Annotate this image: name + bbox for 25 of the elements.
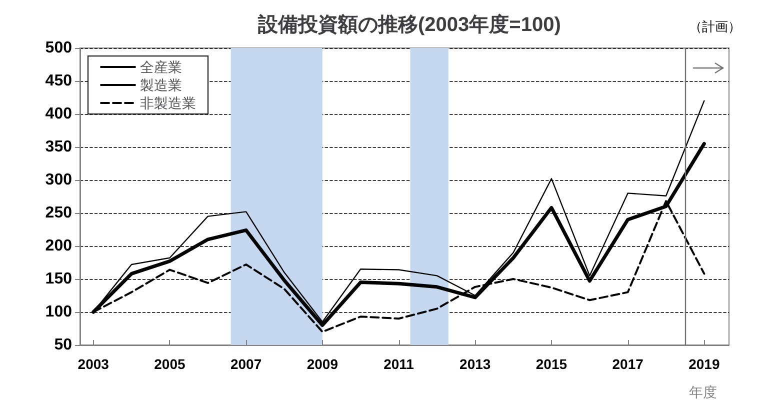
x-tick-label: 2015 xyxy=(536,356,568,372)
x-tick-label: 2013 xyxy=(460,356,491,372)
chart-title: 設備投資額の推移(2003年度=100) xyxy=(257,13,561,36)
legend-label: 非製造業 xyxy=(140,95,196,111)
y-tick-label: 50 xyxy=(54,336,72,354)
x-tick-label: 2005 xyxy=(154,356,186,372)
legend-label: 製造業 xyxy=(140,77,182,93)
legend-label: 全産業 xyxy=(140,59,182,75)
ref-line-label: （計画） xyxy=(689,19,742,34)
y-tick-label: 500 xyxy=(45,40,72,56)
x-tick-label: 2007 xyxy=(230,356,262,372)
y-tick-label: 250 xyxy=(45,204,72,222)
y-tick-label: 150 xyxy=(45,270,72,288)
y-tick-label: 300 xyxy=(45,172,72,188)
y-tick-label: 450 xyxy=(45,72,72,90)
x-tick-label: 2019 xyxy=(688,356,720,372)
x-tick-label: 2003 xyxy=(78,356,110,372)
y-tick-label: 100 xyxy=(45,304,72,320)
x-axis-title: 年度 xyxy=(689,384,717,400)
y-tick-label: 350 xyxy=(45,138,72,156)
x-tick-label: 2009 xyxy=(306,356,338,372)
y-tick-label: 400 xyxy=(45,106,72,122)
x-tick-label: 2017 xyxy=(612,356,644,372)
y-tick-label: 200 xyxy=(45,238,72,254)
x-tick-label: 2011 xyxy=(384,356,414,372)
